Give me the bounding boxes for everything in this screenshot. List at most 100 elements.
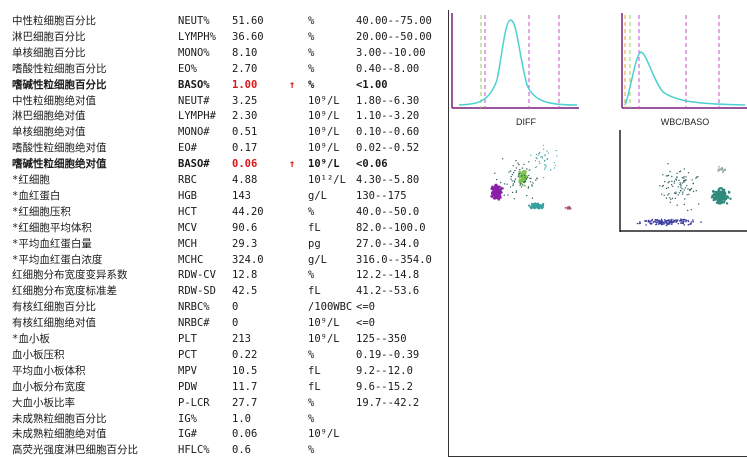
scatter-dot: [541, 204, 544, 207]
scatter-dot: [648, 221, 651, 223]
scatter-dot: [680, 186, 682, 188]
result-row: 嗜碱性粒细胞绝对值 BASO# 0.06 ↑ 10⁹/L <0.06: [0, 157, 448, 172]
scatter-dot: [518, 176, 521, 179]
test-unit: 10⁹/L: [308, 333, 340, 345]
test-name: *平均血红蛋白浓度: [12, 253, 103, 266]
scatter-dot: [725, 202, 729, 205]
reference-range: 4.30--5.80: [356, 174, 420, 186]
scatter-dot: [695, 190, 697, 192]
scatter-dot: [546, 158, 548, 161]
scatter-dot: [655, 223, 657, 226]
test-name: 单核细胞百分比: [12, 46, 86, 59]
test-value: 36.60: [232, 30, 264, 43]
scatter-dot: [544, 160, 546, 162]
scatter-dot: [536, 205, 539, 208]
scatter-dot: [502, 158, 504, 160]
result-row: 嗜碱性粒细胞百分比 BASO% 1.00 ↑% <1.00: [0, 78, 448, 93]
scatter-dot: [690, 188, 693, 190]
test-unit: %: [308, 62, 315, 75]
scatter-dot: [495, 196, 498, 200]
scatter-dot: [513, 198, 516, 200]
test-name: 单核细胞绝对值: [12, 126, 86, 139]
reference-range: 12.2--14.8: [356, 269, 420, 282]
scatter-dot: [665, 222, 667, 224]
scatter-dot: [672, 185, 674, 187]
scatter-dot: [523, 163, 525, 166]
reference-range: 9.6--15.2: [356, 380, 413, 393]
result-row: *血小板 PLT 213 10⁹/L 125--350: [0, 332, 448, 347]
scatter-dot: [496, 187, 499, 190]
scatter-dot: [676, 204, 678, 206]
test-value: 0.22: [232, 348, 258, 361]
scatter-dot: [723, 188, 726, 191]
test-value: 213: [232, 333, 251, 345]
scatter-dot: [520, 173, 523, 176]
scatter-dot: [514, 170, 516, 172]
scatter-dot: [652, 221, 655, 224]
scatter-dot: [553, 162, 555, 164]
scatter-dot: [500, 186, 503, 189]
test-value: 0: [232, 317, 239, 330]
scatter-dot: [534, 160, 536, 162]
graph-panel: DIFF WBC/BASO: [448, 10, 747, 457]
scatter-dot: [515, 191, 517, 194]
scatter-dot: [683, 189, 685, 191]
scatter-dot: [532, 205, 535, 208]
scatter-dot: [523, 184, 526, 187]
test-code: MPV: [178, 364, 197, 377]
test-unit: /100WBC: [308, 301, 353, 314]
test-value: 2.30: [232, 110, 258, 123]
test-name: 血小板压积: [12, 348, 65, 361]
test-value: 12.8: [232, 269, 258, 282]
test-value: 10.5: [232, 364, 258, 377]
scatter-dot: [538, 153, 540, 155]
reference-range: 0.10--0.60: [356, 126, 420, 139]
reference-range: 40.0--50.0: [356, 205, 420, 218]
scatter-dot: [508, 171, 510, 173]
scatter-dot: [644, 220, 646, 222]
scatter-dot: [512, 184, 514, 187]
scatter-dot: [520, 177, 523, 180]
scatter-dot: [491, 192, 494, 195]
scatter-dot: [687, 220, 690, 223]
scatter-dot: [717, 195, 721, 198]
wbc-baso-label: WBC/BASO: [661, 117, 710, 127]
reference-range: 0.02--0.52: [356, 142, 420, 155]
scatter-dot: [712, 190, 715, 193]
scatter-dot: [663, 221, 666, 224]
scatter-dot: [511, 191, 514, 194]
scatter-dot: [679, 170, 682, 172]
reference-range: 1.80--6.30: [356, 94, 420, 107]
scatter-dot: [541, 157, 544, 159]
scatter-dot: [673, 182, 675, 184]
scatter-dot: [677, 186, 679, 188]
scatter-dot: [668, 219, 670, 221]
scatter-dot: [512, 183, 515, 185]
scatter-dot: [555, 150, 557, 152]
scatter-dot: [518, 180, 521, 183]
scatter-dot: [715, 198, 718, 201]
scatter-dot: [659, 185, 661, 187]
scatter-dot: [724, 168, 726, 171]
test-name: 嗜酸性粒细胞百分比: [12, 62, 107, 75]
test-name: 未成熟粒细胞百分比: [12, 412, 107, 425]
scatter-dot: [729, 197, 732, 200]
scatter-dot: [723, 169, 725, 172]
scatter-dot: [511, 173, 514, 176]
scatter-dot: [681, 222, 683, 224]
result-row: 未成熟粒细胞绝对值 IG# 0.06 10⁹/L: [0, 427, 448, 442]
scatter-dot: [685, 179, 687, 181]
scatter-dot: [550, 169, 552, 171]
scatter-dot: [503, 183, 506, 185]
scatter-dot: [567, 206, 569, 209]
scatter-dot: [507, 194, 509, 196]
scatter-dot: [542, 144, 544, 146]
reference-range: 41.2--53.6: [356, 285, 420, 298]
scatter-dot: [500, 189, 502, 191]
scatter-dot: [539, 162, 541, 164]
scatter-dot: [697, 176, 699, 178]
test-name: 淋巴细胞百分比: [12, 30, 86, 43]
scatter-dot: [681, 187, 683, 190]
result-row: 红细胞分布宽度标准差 RDW-SD 42.5 fL 41.2--53.6: [0, 284, 448, 299]
scatter-dot: [524, 180, 526, 183]
